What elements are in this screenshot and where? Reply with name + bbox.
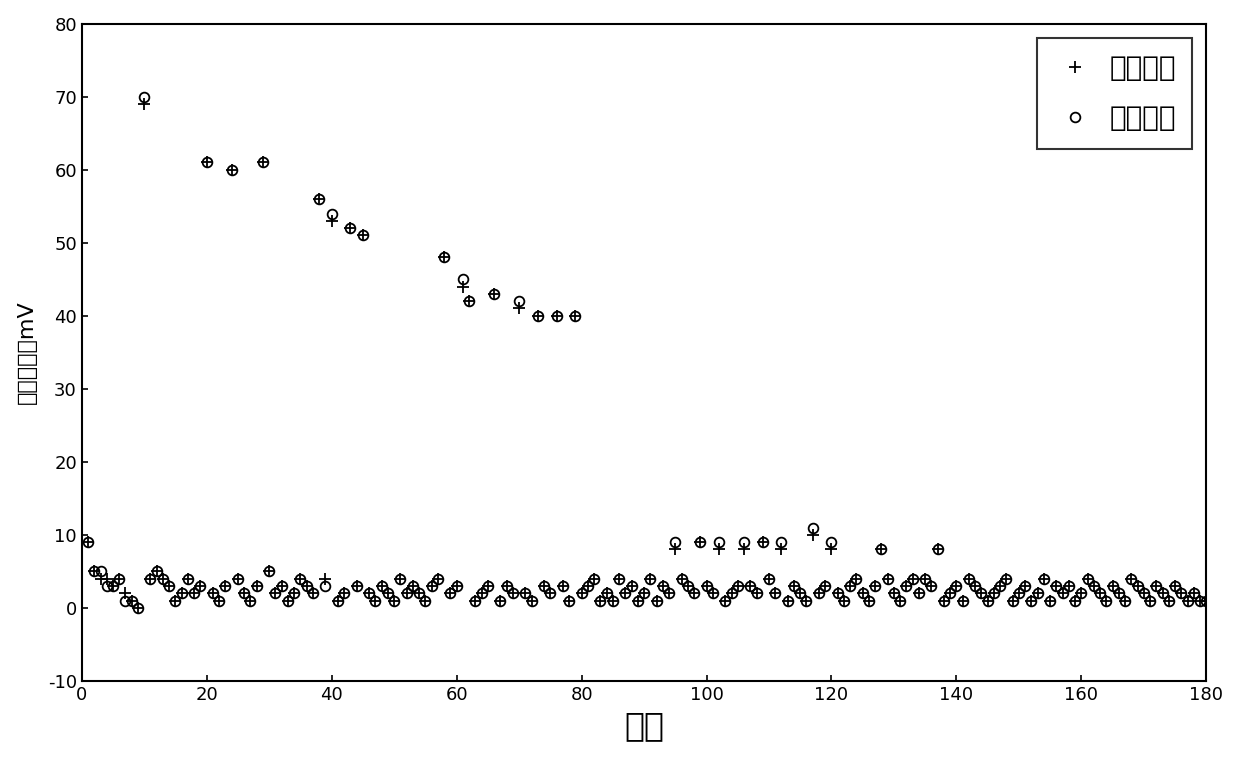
重构信号	[1086, 581, 1101, 591]
重构信号	[136, 92, 151, 101]
重构信号	[1174, 589, 1189, 598]
原始信号	[518, 589, 533, 598]
原始信号	[324, 216, 339, 225]
重构信号	[518, 589, 533, 598]
X-axis label: 数据: 数据	[624, 710, 665, 742]
Y-axis label: 输出电压／mV: 输出电压／mV	[16, 301, 37, 404]
Legend: 原始信号, 重构信号: 原始信号, 重构信号	[1037, 37, 1193, 149]
重构信号	[224, 165, 239, 175]
重构信号	[81, 537, 95, 546]
原始信号	[136, 99, 151, 109]
原始信号	[224, 165, 239, 175]
Line: 原始信号: 原始信号	[82, 99, 1211, 613]
原始信号	[1174, 589, 1189, 598]
重构信号	[1199, 596, 1214, 605]
原始信号	[81, 537, 95, 546]
原始信号	[1199, 596, 1214, 605]
重构信号	[324, 209, 339, 218]
原始信号	[1086, 581, 1101, 591]
原始信号	[99, 574, 114, 583]
重构信号	[99, 581, 114, 591]
Line: 重构信号: 重构信号	[83, 92, 1211, 613]
原始信号	[130, 603, 145, 613]
重构信号	[130, 603, 145, 613]
